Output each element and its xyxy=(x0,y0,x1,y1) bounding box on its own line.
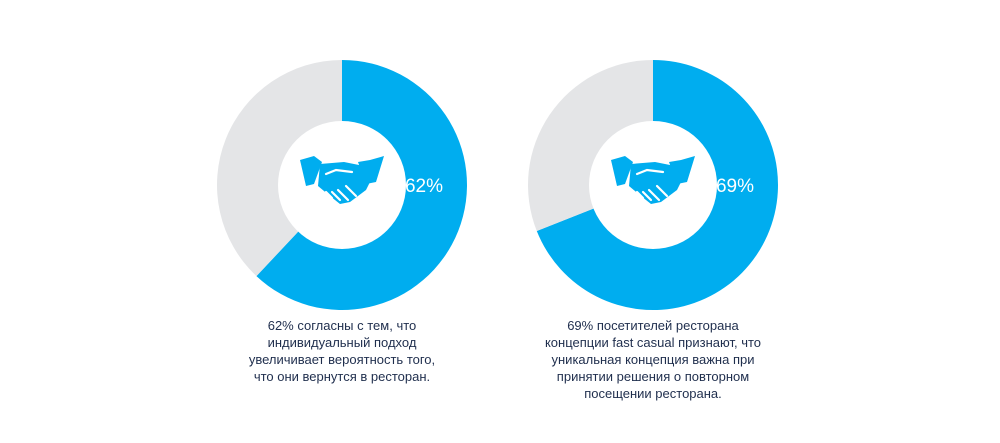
caption-line: уникальная концепция важна при xyxy=(551,352,755,367)
caption-line: что они вернутся в ресторан. xyxy=(253,369,431,384)
caption: 62% согласны с тем, что индивидуальный п… xyxy=(192,317,492,385)
caption-line: увеличивает вероятность того, xyxy=(248,352,436,367)
donut-chart-1: 62% xyxy=(216,60,467,310)
donut-chart-2: 69% xyxy=(528,60,779,310)
percentage-label: 69% xyxy=(716,176,754,197)
slice-remainder xyxy=(216,60,342,277)
caption-line: принятии решения о повторном xyxy=(556,369,750,384)
caption-line: 69% посетителей ресторана xyxy=(567,318,739,333)
handshake-icon xyxy=(611,156,695,204)
caption-line: индивидуальный подход xyxy=(267,335,417,350)
caption: 69% посетителей ресторана концепции fast… xyxy=(503,317,803,402)
handshake-icon xyxy=(300,156,384,204)
caption-line: посещении ресторана. xyxy=(584,386,722,401)
caption-line: концепции fast casual признают, что xyxy=(544,335,762,350)
donut-chart-1-panel: 62% 62% согласны с тем, что индивидуальн… xyxy=(192,0,492,443)
donut-chart-2-panel: 69% 69% посетителей ресторана концепции … xyxy=(503,0,803,443)
percentage-label: 62% xyxy=(405,176,443,197)
caption-line: 62% согласны с тем, что xyxy=(267,318,417,333)
